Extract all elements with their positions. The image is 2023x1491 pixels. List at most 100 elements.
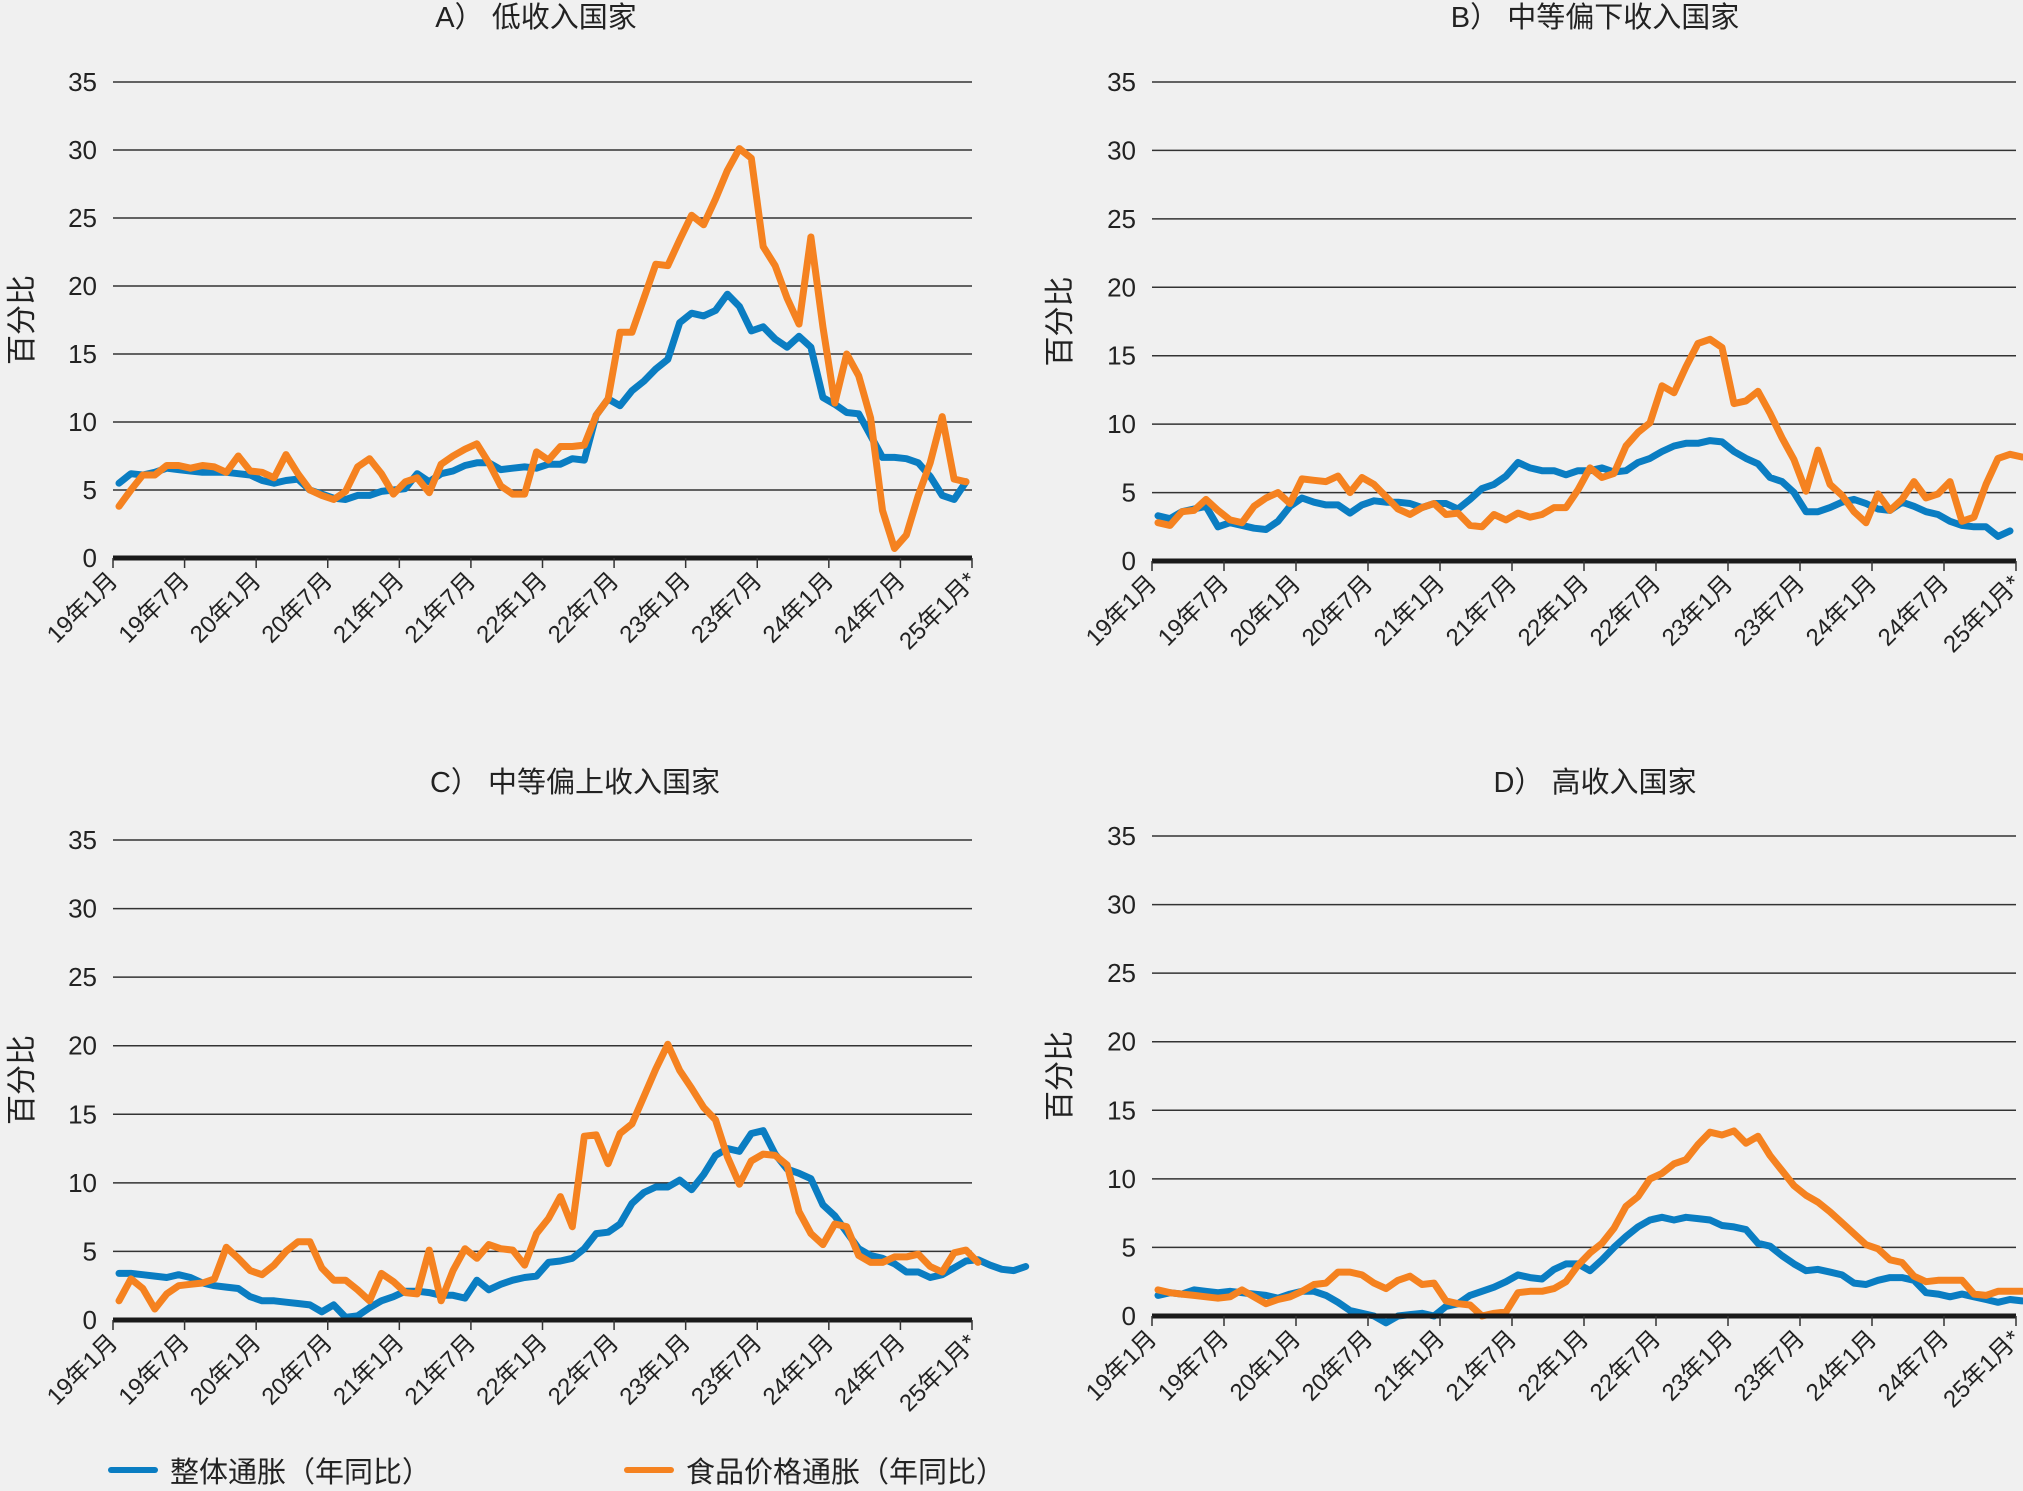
x-tick-label: 24年1月 [758, 1329, 839, 1410]
y-tick-label: 25 [1107, 958, 1136, 988]
y-tick-label: 15 [1107, 341, 1136, 371]
x-tick-label: 19年1月 [42, 1329, 123, 1410]
x-tick-label: 22年7月 [543, 567, 624, 648]
y-tick-label: 5 [83, 475, 97, 505]
legend: 整体通胀（年同比） [108, 1452, 432, 1489]
headline-line [1154, 1213, 2023, 1327]
headline-line [115, 290, 970, 503]
x-tick-label: 22年1月 [471, 567, 552, 648]
food-line [1154, 335, 2023, 531]
x-tick-label: 24年1月 [758, 567, 839, 648]
x-tick-label: 21年7月 [400, 1329, 481, 1410]
panel-title: B） 中等偏下收入国家 [1451, 1, 1739, 34]
food-line [115, 145, 970, 552]
x-tick-label: 22年7月 [543, 1329, 624, 1410]
y-tick-label: 30 [68, 135, 97, 165]
x-tick-label: 23年1月 [615, 567, 696, 648]
x-tick-label: 19年7月 [113, 567, 194, 648]
x-tick-label: 20年7月 [1297, 570, 1378, 651]
x-tick-label: 21年7月 [1441, 1325, 1522, 1406]
y-tick-label: 10 [68, 407, 97, 437]
y-tick-label: 10 [68, 1168, 97, 1198]
y-tick-label: 15 [68, 339, 97, 369]
legend-food: 食品价格通胀（年同比） [624, 1452, 1006, 1489]
y-tick-label: 30 [68, 894, 97, 924]
x-tick-label: 22年1月 [1513, 570, 1594, 651]
x-tick-label: 19年7月 [113, 1329, 194, 1410]
x-tick-label: 21年1月 [1369, 1325, 1450, 1406]
x-tick-label: 20年7月 [257, 1329, 338, 1410]
x-tick-label: 22年1月 [1513, 1325, 1594, 1406]
y-tick-label: 35 [1107, 67, 1136, 97]
x-tick-label: 19年1月 [1081, 570, 1162, 651]
panel-title: D） 高收入国家 [1493, 766, 1696, 799]
x-tick-label: 20年7月 [1297, 1325, 1378, 1406]
panel-title: C） 中等偏上收入国家 [430, 766, 720, 799]
y-tick-label: 25 [68, 203, 97, 233]
y-tick-label: 5 [1122, 1232, 1136, 1262]
x-tick-label: 25年1月* [1938, 570, 2023, 658]
y-tick-label: 0 [83, 543, 97, 573]
headline-line [115, 1127, 1030, 1321]
x-tick-label: 21年1月 [1369, 570, 1450, 651]
panel-title: A） 低收入国家 [435, 1, 636, 34]
x-tick-label: 20年1月 [185, 567, 266, 648]
y-axis-label: 百分比 [1044, 277, 1077, 367]
y-tick-label: 20 [1107, 1027, 1136, 1057]
y-tick-label: 30 [1107, 890, 1136, 920]
y-axis-label: 百分比 [1044, 1031, 1077, 1121]
legend-label-food: 食品价格通胀（年同比） [686, 1457, 1006, 1489]
y-tick-label: 10 [1107, 409, 1136, 439]
legend-swatch-food [624, 1467, 674, 1473]
y-tick-label: 5 [1122, 478, 1136, 508]
x-tick-label: 20年7月 [257, 567, 338, 648]
x-tick-label: 23年1月 [615, 1329, 696, 1410]
x-tick-label: 23年7月 [1729, 570, 1810, 651]
x-tick-label: 21年7月 [400, 567, 481, 648]
x-tick-label: 22年1月 [471, 1329, 552, 1410]
headline-line [1154, 437, 2014, 540]
y-tick-label: 5 [83, 1236, 97, 1266]
x-tick-label: 25年1月* [894, 567, 982, 655]
y-axis-label: 百分比 [6, 275, 39, 365]
x-tick-label: 19年1月 [42, 567, 123, 648]
y-tick-label: 35 [1107, 821, 1136, 851]
x-tick-label: 25年1月* [894, 1329, 982, 1417]
x-tick-label: 20年1月 [185, 1329, 266, 1410]
y-tick-label: 25 [68, 962, 97, 992]
x-tick-label: 23年1月 [1657, 1325, 1738, 1406]
x-tick-label: 24年1月 [1801, 570, 1882, 651]
x-tick-label: 23年7月 [686, 567, 767, 648]
y-tick-label: 20 [68, 1031, 97, 1061]
x-tick-label: 20年1月 [1225, 570, 1306, 651]
y-axis-label: 百分比 [6, 1035, 39, 1125]
y-tick-label: 15 [68, 1099, 97, 1129]
food-line [1154, 1127, 2023, 1320]
x-tick-label: 21年7月 [1441, 570, 1522, 651]
y-tick-label: 0 [1122, 546, 1136, 576]
x-tick-label: 19年1月 [1081, 1325, 1162, 1406]
x-tick-label: 23年7月 [686, 1329, 767, 1410]
y-tick-label: 10 [1107, 1164, 1136, 1194]
y-tick-label: 20 [68, 271, 97, 301]
y-tick-label: 0 [1122, 1301, 1136, 1331]
x-tick-label: 24年1月 [1801, 1325, 1882, 1406]
y-tick-label: 20 [1107, 272, 1136, 302]
x-tick-label: 21年1月 [328, 567, 409, 648]
x-tick-label: 22年7月 [1585, 570, 1666, 651]
x-tick-label: 25年1月* [1938, 1325, 2023, 1413]
y-tick-label: 15 [1107, 1095, 1136, 1125]
x-tick-label: 22年7月 [1585, 1325, 1666, 1406]
y-tick-label: 35 [68, 67, 97, 97]
legend-label-headline: 整体通胀（年同比） [170, 1457, 432, 1489]
x-tick-label: 23年7月 [1729, 1325, 1810, 1406]
food-line [115, 1040, 982, 1313]
x-tick-label: 21年1月 [328, 1329, 409, 1410]
y-tick-label: 25 [1107, 204, 1136, 234]
panel-b: B） 中等偏下收入国家百分比0510152025303519年1月19年7月20… [1044, 1, 2023, 658]
y-tick-label: 30 [1107, 135, 1136, 165]
panel-c: C） 中等偏上收入国家百分比0510152025303519年1月19年7月20… [6, 766, 1030, 1417]
